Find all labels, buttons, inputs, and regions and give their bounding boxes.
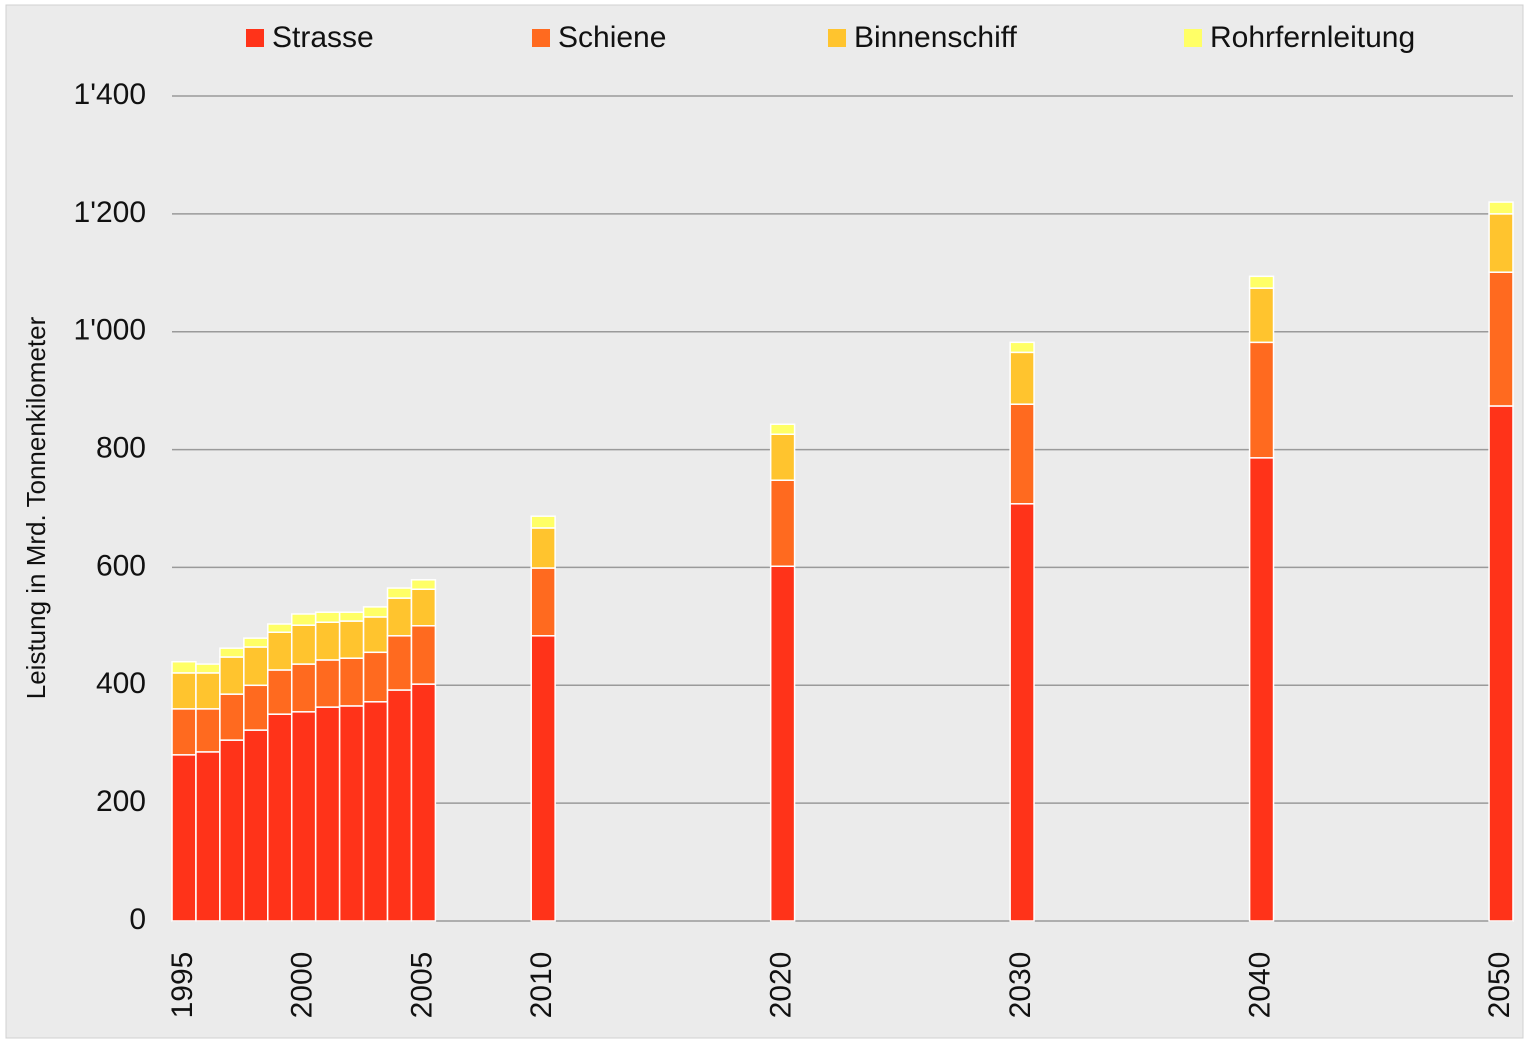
bar-segment: [171, 708, 197, 756]
bar-segment: [291, 613, 317, 626]
bar-segment: [1248, 275, 1275, 289]
bar-segment: [530, 635, 556, 922]
bar-segment: [1009, 503, 1035, 922]
bar-segment: [195, 751, 221, 922]
x-tick-label: 2050: [1483, 952, 1516, 1019]
bar-segment: [769, 423, 796, 436]
x-tick-label: 2010: [525, 952, 558, 1019]
bar-segment: [769, 433, 796, 481]
bar-segment: [338, 620, 365, 659]
bar-segment: [291, 663, 317, 713]
bar-segment: [1009, 341, 1035, 354]
y-tick-label: 600: [96, 549, 146, 582]
legend-swatch: [532, 29, 550, 47]
bar-segment: [362, 616, 389, 654]
bar-segment: [243, 646, 269, 687]
legend-label: Rohrfernleitung: [1210, 21, 1415, 54]
bar-segment: [769, 479, 796, 568]
bar-segment: [362, 606, 389, 618]
bar-segment: [1009, 351, 1035, 405]
bar-segment: [410, 683, 437, 922]
legend-swatch: [246, 29, 264, 47]
bar-segment: [171, 672, 197, 710]
y-tick-label: 1'400: [74, 78, 146, 111]
bar-segment: [386, 635, 413, 691]
y-tick-label: 1'200: [74, 196, 146, 229]
x-tick-label: 2020: [765, 952, 798, 1019]
legend-label: Strasse: [272, 21, 374, 54]
bar-segment: [291, 711, 317, 922]
bar-segment: [1248, 287, 1275, 344]
bar-segment: [530, 527, 556, 569]
legend-swatch: [828, 29, 846, 47]
bar-segment: [386, 587, 413, 599]
x-tick-label: 2005: [405, 952, 438, 1019]
y-tick-label: 0: [129, 903, 146, 936]
bar-segment: [314, 706, 341, 922]
bar-segment: [267, 713, 293, 922]
bar-segment: [1488, 405, 1514, 922]
bar-segment: [1248, 457, 1275, 922]
bar-segment: [314, 621, 341, 661]
bar-segment: [1488, 213, 1514, 273]
bar-segment: [219, 647, 245, 658]
bar-segment: [195, 708, 221, 753]
bar-segment: [410, 625, 437, 685]
bar-segment: [410, 579, 437, 590]
bar-segment: [1009, 403, 1035, 505]
bar-segment: [219, 693, 245, 741]
bar-segment: [291, 624, 317, 665]
bar-segment: [1488, 201, 1514, 215]
bar-segment: [195, 672, 221, 710]
bar-segment: [1248, 341, 1275, 459]
bar-segment: [530, 515, 556, 529]
bar-segment: [219, 656, 245, 695]
bar-segment: [362, 701, 389, 922]
bar-segment: [243, 684, 269, 731]
bar-segment: [362, 651, 389, 703]
x-tick-label: 1995: [166, 952, 199, 1019]
bar-segment: [243, 729, 269, 922]
bar-segment: [267, 631, 293, 671]
bar-segment: [171, 660, 197, 674]
bar-segment: [1488, 271, 1514, 407]
bar-segment: [171, 754, 197, 922]
y-tick-label: 800: [96, 431, 146, 464]
bar-segment: [769, 565, 796, 922]
y-tick-label: 400: [96, 667, 146, 700]
x-tick-label: 2000: [286, 952, 319, 1019]
y-axis-label: Leistung in Mrd. Tonnenkilometer: [21, 316, 51, 699]
bar-segment: [338, 657, 365, 707]
legend-label: Schiene: [558, 21, 666, 54]
bar-segment: [338, 611, 365, 622]
bar-segment: [243, 637, 269, 648]
bar-segment: [338, 705, 365, 922]
bar-segment: [386, 597, 413, 637]
bar-segment: [267, 669, 293, 715]
bar-segment: [386, 689, 413, 922]
bar-segment: [314, 611, 341, 623]
y-tick-label: 200: [96, 785, 146, 818]
y-tick-label: 1'000: [74, 314, 146, 347]
legend-label: Binnenschiff: [854, 21, 1018, 54]
bar-segment: [410, 588, 437, 627]
bar-segment: [314, 659, 341, 708]
x-tick-label: 2040: [1243, 952, 1276, 1019]
legend-swatch: [1184, 29, 1202, 47]
bar-segment: [267, 623, 293, 633]
bar-segment: [219, 739, 245, 922]
bar-segment: [195, 663, 221, 674]
x-tick-label: 2030: [1004, 952, 1037, 1019]
bar-segment: [530, 567, 556, 637]
